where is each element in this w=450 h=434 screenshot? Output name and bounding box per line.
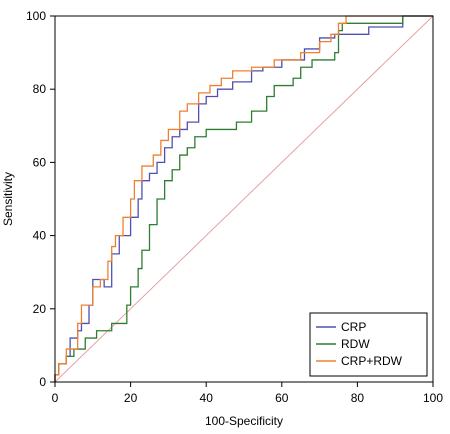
- reference-line-layer: [54, 15, 434, 383]
- axes-layer: [54, 15, 434, 383]
- y-tick-label: 60: [33, 155, 47, 169]
- x-tick-label: 80: [351, 391, 365, 405]
- plot-frame: [54, 15, 434, 383]
- reference-diagonal-line: [54, 15, 434, 383]
- legend-label: RDW: [341, 337, 370, 351]
- y-axis-title: Sensitivity: [1, 172, 15, 226]
- y-tick-label: 20: [33, 302, 47, 316]
- series-layer: [54, 15, 433, 382]
- y-tick-label: 0: [39, 375, 46, 389]
- x-tick-label: 0: [52, 391, 59, 405]
- legend-label: CRP: [341, 320, 366, 334]
- x-tick-label: 60: [275, 391, 289, 405]
- legend-label: CRP+RDW: [341, 354, 403, 368]
- series-line-crp-rdw: [54, 15, 433, 382]
- y-tick-label: 100: [26, 9, 46, 23]
- y-tick-label: 80: [33, 82, 47, 96]
- legend-box: [309, 312, 428, 377]
- x-axis-title: 100-Specificity: [205, 414, 283, 428]
- x-tick-label: 100: [423, 391, 443, 405]
- series-line-rdw: [54, 15, 433, 382]
- y-tick-label: 40: [33, 229, 47, 243]
- legend: CRP RDW CRP+RDW: [309, 312, 428, 377]
- x-tick-label: 20: [124, 391, 138, 405]
- ticks-layer: 0 20 40 60 80 100 0 20 40 60 80 100: [26, 9, 443, 405]
- legend-items: CRP RDW CRP+RDW: [316, 320, 403, 368]
- x-tick-label: 40: [200, 391, 214, 405]
